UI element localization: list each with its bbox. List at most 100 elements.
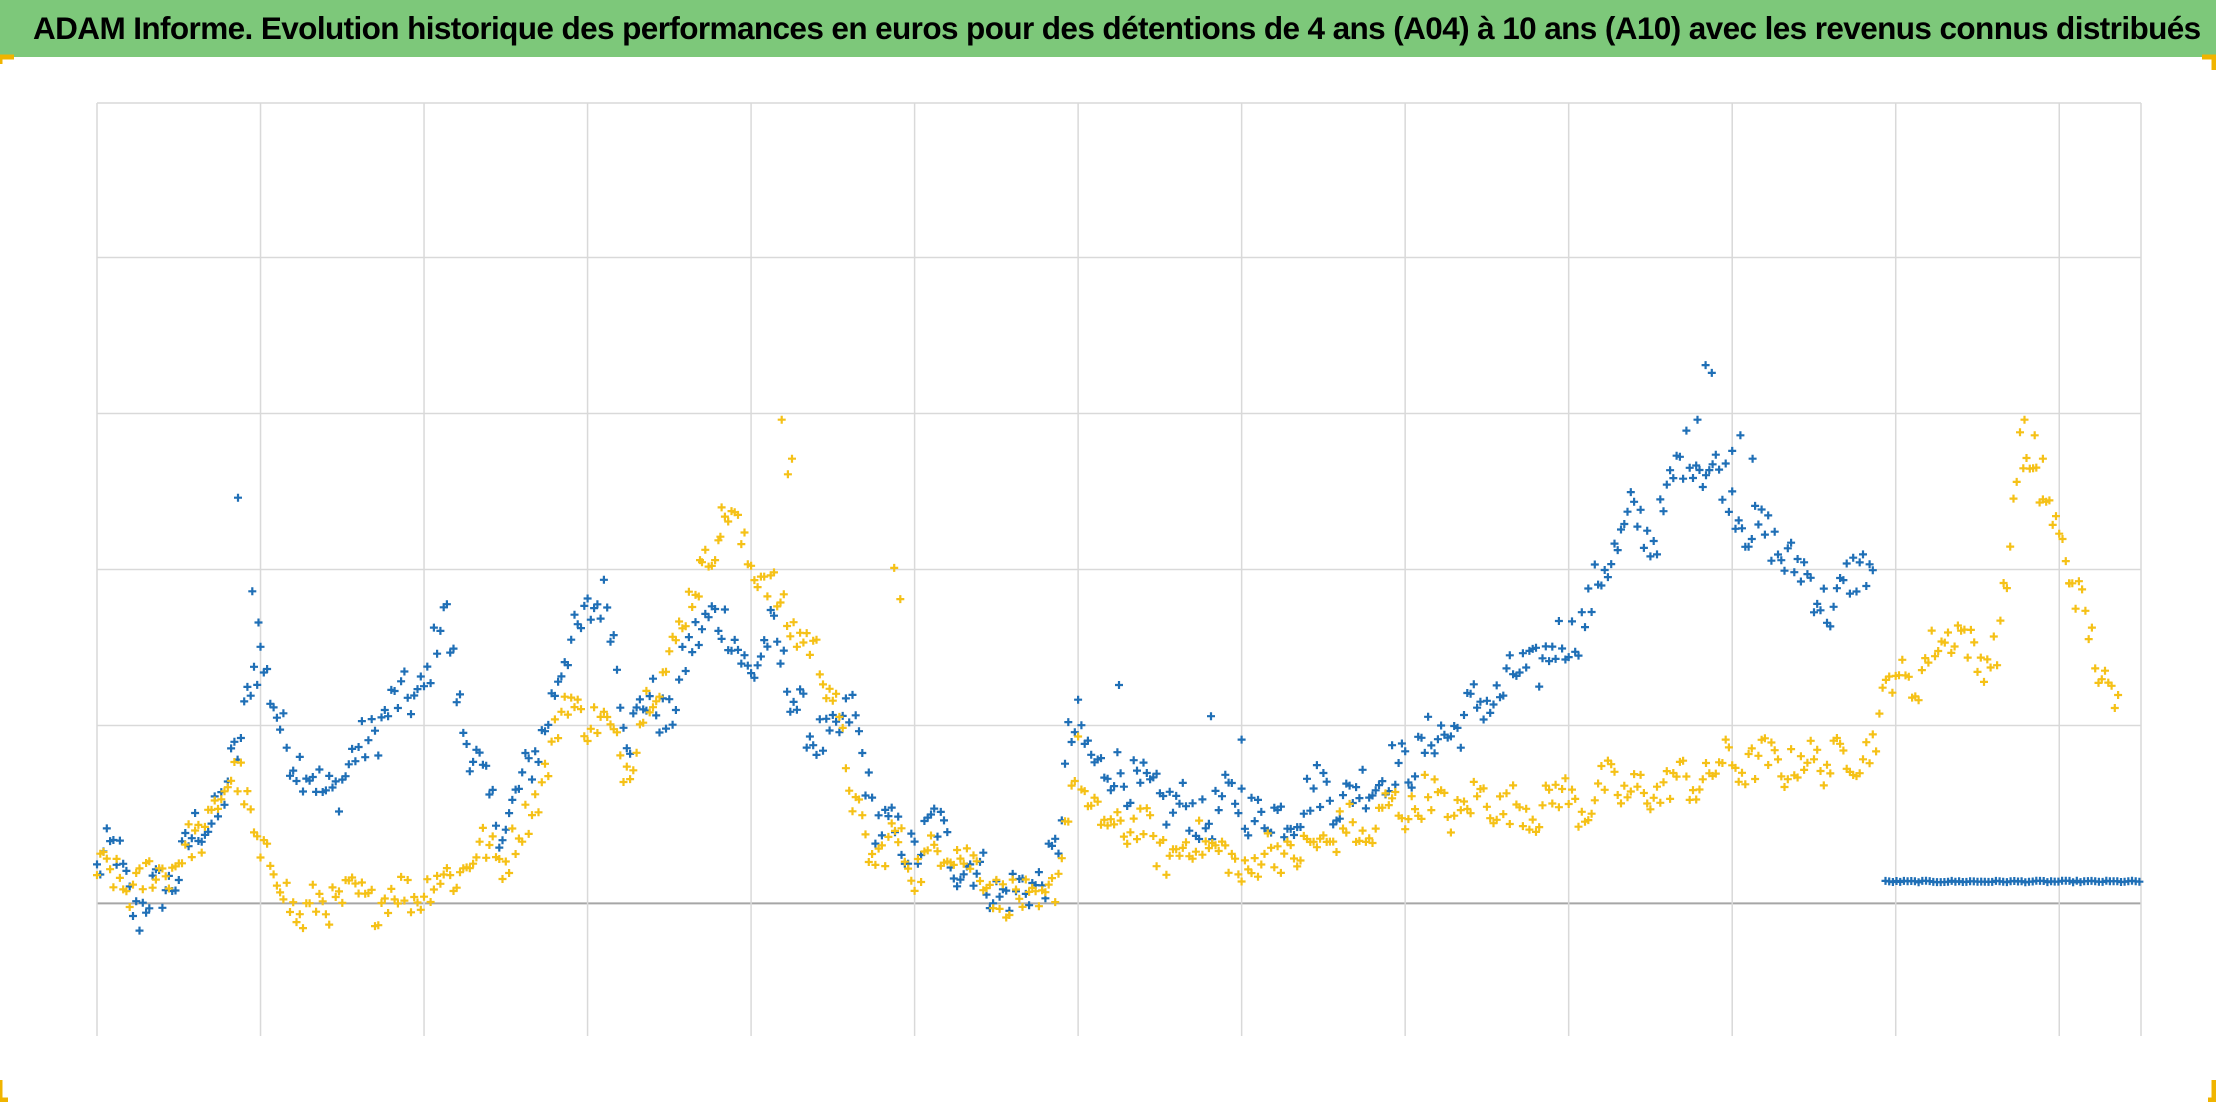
data-point — [586, 724, 595, 733]
data-point — [645, 708, 654, 717]
data-point — [949, 860, 958, 869]
data-point — [1731, 763, 1740, 772]
data-point — [1195, 835, 1204, 843]
data-point — [250, 662, 258, 671]
data-point — [606, 720, 615, 729]
data-point — [354, 743, 363, 751]
data-point — [848, 807, 857, 816]
data-point — [913, 855, 922, 863]
data-point — [583, 594, 592, 603]
data-point — [1489, 700, 1498, 709]
data-point — [665, 647, 674, 656]
data-point — [299, 924, 307, 933]
data-point — [308, 773, 317, 781]
data-point — [1577, 608, 1586, 617]
data-point — [325, 771, 334, 780]
data-point — [1424, 793, 1433, 802]
data-point — [109, 883, 118, 892]
data-point — [1280, 833, 1289, 842]
data-point — [779, 646, 788, 655]
data-point — [449, 644, 458, 653]
data-point — [1738, 524, 1746, 533]
data-point — [1237, 735, 1246, 744]
data-point — [1966, 625, 1975, 634]
data-point — [1656, 798, 1665, 807]
data-point — [786, 632, 795, 641]
data-point — [122, 866, 131, 875]
data-point — [145, 857, 154, 866]
data-point — [864, 768, 873, 777]
data-point — [1280, 849, 1289, 858]
data-point — [1139, 758, 1148, 767]
data-point — [753, 583, 762, 592]
data-point — [1597, 581, 1606, 590]
data-point — [1401, 825, 1410, 834]
data-point — [1335, 807, 1344, 816]
data-point — [420, 682, 428, 691]
data-point — [714, 626, 723, 635]
data-point — [972, 869, 981, 878]
data-point — [1705, 466, 1714, 475]
data-point — [282, 878, 291, 887]
data-point — [1643, 799, 1652, 808]
data-point — [433, 649, 442, 658]
data-point — [1558, 644, 1567, 653]
data-point — [756, 652, 765, 661]
data-point — [465, 864, 474, 873]
data-point — [799, 689, 808, 698]
data-point — [1751, 775, 1760, 783]
data-point — [1545, 785, 1554, 794]
data-point — [148, 883, 157, 892]
data-point — [1335, 814, 1344, 823]
data-point — [1757, 505, 1766, 514]
data-point — [1247, 869, 1256, 878]
data-point — [1944, 628, 1952, 637]
data-point — [1525, 825, 1534, 834]
data-point — [1175, 851, 1184, 860]
data-point — [1133, 766, 1141, 775]
data-point — [1319, 831, 1328, 840]
data-point — [1329, 837, 1338, 846]
data-point — [1600, 566, 1609, 574]
data-point — [1417, 814, 1426, 823]
data-point — [544, 720, 553, 729]
data-point — [469, 859, 478, 868]
data-point — [1724, 743, 1733, 752]
data-point — [1620, 520, 1629, 528]
data-point — [544, 772, 553, 781]
data-point — [318, 897, 327, 906]
data-point — [747, 561, 756, 570]
data-point — [272, 881, 281, 890]
data-point — [1260, 849, 1269, 858]
data-point — [246, 691, 255, 700]
data-point — [1682, 772, 1691, 781]
data-point — [1172, 845, 1181, 854]
data-point — [1110, 782, 1119, 791]
data-point — [887, 803, 896, 812]
data-point — [1391, 788, 1400, 796]
data-point — [1407, 792, 1416, 801]
data-point — [1859, 550, 1867, 559]
data-point — [1993, 661, 2002, 670]
data-point — [1921, 654, 1930, 663]
data-point — [132, 869, 141, 877]
data-point — [407, 908, 415, 917]
data-point — [429, 623, 438, 632]
data-point — [1054, 869, 1063, 878]
data-point — [1182, 802, 1190, 811]
data-point — [1839, 576, 1848, 585]
data-point — [809, 741, 818, 750]
data-point — [593, 729, 602, 737]
data-point — [1159, 792, 1168, 800]
data-point — [1872, 747, 1881, 756]
data-point — [1659, 778, 1668, 787]
data-point — [367, 885, 376, 894]
data-point — [953, 882, 962, 891]
data-point — [851, 711, 860, 720]
data-point — [295, 910, 304, 919]
data-point — [1597, 762, 1606, 770]
data-point — [403, 876, 412, 884]
data-point — [1924, 658, 1933, 667]
data-point — [227, 744, 236, 753]
data-point — [442, 600, 451, 609]
